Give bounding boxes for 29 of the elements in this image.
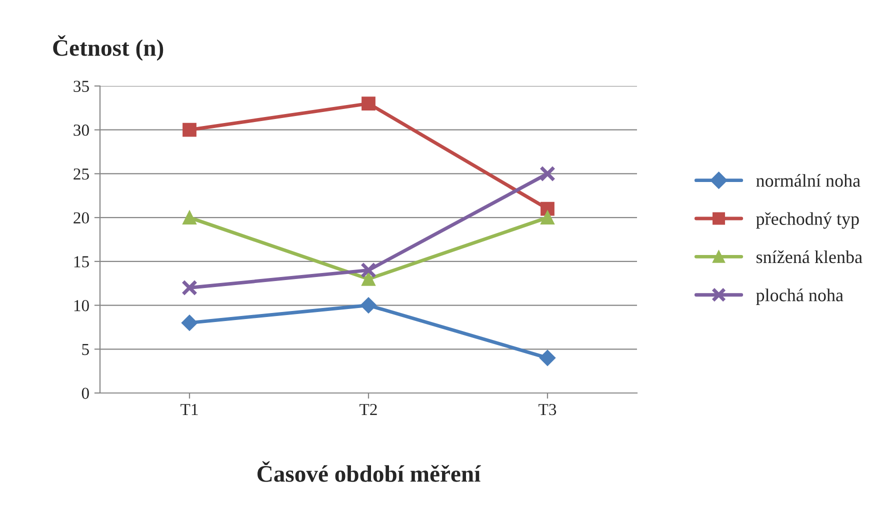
point [362, 96, 376, 110]
point [182, 210, 196, 225]
legend-label: přechodný typ [756, 212, 859, 229]
legend-label: snížená klenba [756, 250, 862, 264]
x-tick-label: T1 [180, 404, 198, 415]
y-axis-title: Četnost (n) [53, 35, 164, 61]
y-tick-label: 20 [74, 212, 89, 224]
x-axis-title: Časové období měření [258, 461, 481, 482]
point [540, 210, 554, 225]
point [540, 166, 556, 182]
x-tick-label: T2 [360, 404, 377, 415]
legend-label: normální noha [756, 174, 860, 187]
legend-label: plochá noha [756, 288, 844, 305]
y-tick-label: 25 [74, 168, 89, 180]
point [540, 202, 554, 216]
point [182, 280, 198, 296]
point [181, 314, 198, 331]
point [360, 297, 377, 314]
point [539, 350, 556, 366]
y-tick-label: 35 [74, 80, 89, 92]
y-tick-label: 30 [74, 124, 89, 136]
point [182, 122, 196, 137]
x-tick-label: T3 [538, 404, 556, 416]
y-tick-label: 5 [82, 344, 89, 356]
point [362, 272, 376, 286]
y-tick-label: 15 [74, 256, 89, 268]
y-tick-label: 0 [82, 388, 89, 399]
point [360, 262, 376, 278]
y-tick-label: 10 [74, 300, 89, 312]
